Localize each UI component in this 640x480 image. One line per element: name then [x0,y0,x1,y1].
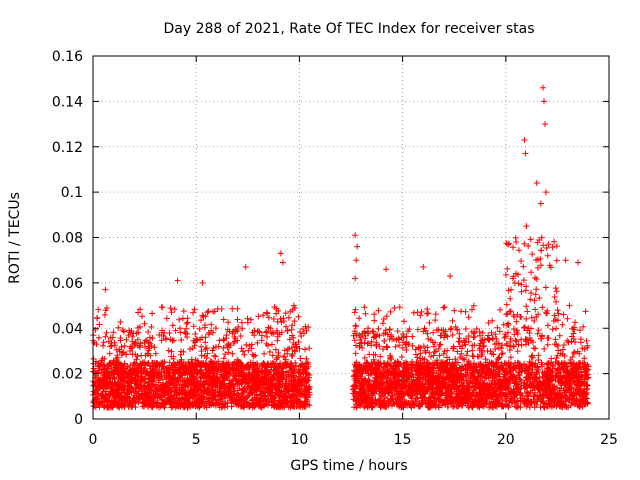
data-point [239,325,246,332]
data-point [169,322,176,329]
data-point [292,359,299,366]
data-point [265,314,272,321]
data-point [270,316,277,323]
data-point [266,349,273,356]
data-point [255,328,262,335]
data-point [272,346,279,353]
data-point [269,352,276,359]
data-point [290,339,297,346]
data-point [220,344,227,351]
data-point [229,350,236,357]
chart-title: Day 288 of 2021, Rate Of TEC Index for r… [163,21,534,37]
data-point [176,316,183,323]
data-points [90,84,592,411]
data-point [264,310,271,317]
data-point [261,350,268,357]
data-point [177,351,184,358]
data-point [96,321,103,328]
data-point [165,347,172,354]
data-point [244,315,251,322]
data-point [190,323,197,330]
data-point [196,326,203,333]
data-point [121,343,128,350]
data-point [297,355,304,362]
data-point [117,335,124,342]
data-point [302,323,309,330]
data-point [159,304,166,311]
data-point [102,333,109,340]
data-point [248,345,255,352]
data-point [103,329,110,336]
data-point [156,332,163,339]
data-point [205,308,212,315]
data-point [285,314,292,321]
data-point [211,352,218,359]
data-point [237,333,244,340]
data-point [231,333,238,340]
data-point [120,328,127,335]
data-point [298,332,305,339]
data-point [241,351,248,358]
data-point [238,319,245,326]
data-point [203,345,210,352]
data-point [260,312,267,319]
data-point [243,341,250,348]
data-point [220,355,227,362]
data-point [229,305,236,312]
data-point [245,347,252,354]
data-point [94,315,101,322]
data-point [90,365,97,372]
data-point [152,350,159,357]
data-point [95,306,102,313]
data-point [107,343,114,350]
data-point [178,337,185,344]
data-point [95,334,102,341]
data-point [277,315,284,322]
data-point [184,334,191,341]
data-point [250,353,257,360]
data-point [208,321,215,328]
data-point [204,350,211,357]
data-point [276,397,283,404]
data-point [180,308,187,315]
data-point [288,326,295,333]
data-point [282,356,289,363]
data-point [102,307,109,314]
data-point [202,339,209,346]
data-point [264,328,271,335]
data-point [296,345,303,352]
data-point [248,341,255,348]
data-point [168,348,175,355]
data-point [291,305,298,312]
grid-lines [93,56,609,419]
data-point [100,339,107,346]
data-point [99,342,106,349]
data-point [190,309,197,316]
data-point [225,341,232,348]
data-point [101,311,108,318]
data-point [286,336,293,343]
data-point [305,324,312,331]
data-point [167,305,174,312]
data-point [283,323,290,330]
data-point [235,323,242,330]
data-point [220,336,227,343]
data-point [199,312,206,319]
data-point [192,330,199,337]
data-point [111,339,118,346]
data-point [222,351,229,358]
data-point [145,329,152,336]
data-point [290,302,297,309]
data-point [171,306,178,313]
data-point [198,373,205,380]
data-point [289,322,296,329]
data-point [106,360,113,367]
data-point [117,319,124,326]
data-point [166,330,173,337]
data-point [264,333,271,340]
data-point [130,330,137,337]
data-point [225,319,232,326]
data-point [216,404,223,411]
